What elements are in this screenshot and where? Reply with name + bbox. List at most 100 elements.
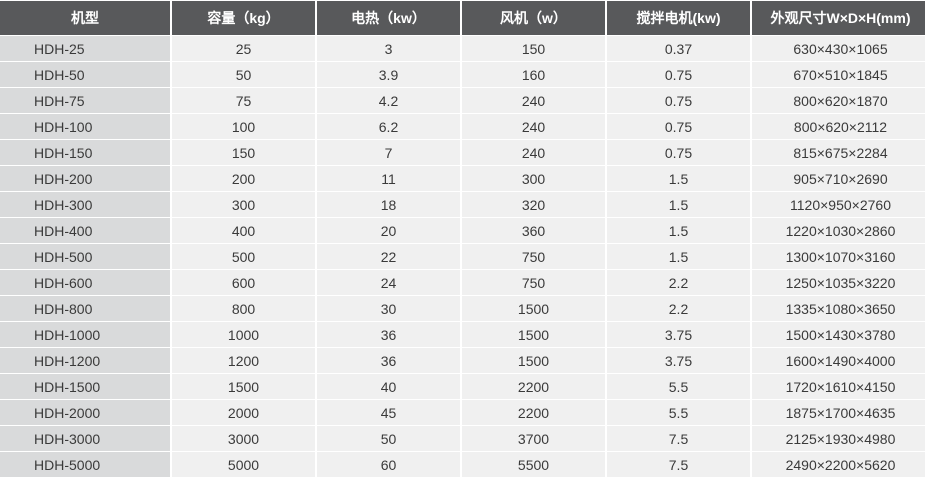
table-cell: 50 [172, 62, 315, 87]
table-cell: 750 [462, 270, 605, 295]
table-cell: 1000 [172, 322, 315, 347]
table-cell: 1500×1430×3780 [752, 322, 925, 347]
table-row: HDH-200 200 11 300 1.5 905×710×2690 [0, 166, 925, 191]
table-cell: 1500 [172, 374, 315, 399]
table-row: HDH-800 800 30 1500 2.2 1335×1080×3650 [0, 296, 925, 321]
model-cell: HDH-500 [0, 244, 170, 269]
table-cell: 24 [317, 270, 460, 295]
table-cell: 1500 [462, 296, 605, 321]
table-row: HDH-100 100 6.2 240 0.75 800×620×2112 [0, 114, 925, 139]
table-cell: 7 [317, 140, 460, 165]
model-cell: HDH-2000 [0, 400, 170, 425]
table-cell: 300 [172, 192, 315, 217]
table-cell: 5.5 [607, 400, 750, 425]
table-cell: 5.5 [607, 374, 750, 399]
table-cell: 3 [317, 36, 460, 61]
model-cell: HDH-75 [0, 88, 170, 113]
table-cell: 7.5 [607, 426, 750, 451]
table-cell: 1.5 [607, 244, 750, 269]
table-cell: 150 [462, 36, 605, 61]
table-cell: 400 [172, 218, 315, 243]
table-cell: 2490×2200×5620 [752, 452, 925, 477]
table-cell: 0.75 [607, 62, 750, 87]
table-cell: 11 [317, 166, 460, 191]
header-cell: 外观尺寸W×D×H(mm) [752, 1, 925, 35]
table-cell: 3.75 [607, 322, 750, 347]
table-cell: 815×675×2284 [752, 140, 925, 165]
table-row: HDH-2000 2000 45 2200 5.5 1875×1700×4635 [0, 400, 925, 425]
table-cell: 2200 [462, 400, 605, 425]
table-body: HDH-25 25 3 150 0.37 630×430×1065 HDH-50 50 3.9 1… [0, 36, 925, 477]
table-cell: 150 [172, 140, 315, 165]
table-cell: 1200 [172, 348, 315, 373]
table-cell: 320 [462, 192, 605, 217]
table-row: HDH-1200 1200 36 1500 3.75 1600×1490×4000 [0, 348, 925, 373]
model-cell: HDH-600 [0, 270, 170, 295]
table-cell: 2.2 [607, 296, 750, 321]
table-cell: 630×430×1065 [752, 36, 925, 61]
model-cell: HDH-1500 [0, 374, 170, 399]
table-cell: 0.37 [607, 36, 750, 61]
table-cell: 1.5 [607, 166, 750, 191]
model-cell: HDH-150 [0, 140, 170, 165]
table-cell: 0.75 [607, 140, 750, 165]
table-cell: 75 [172, 88, 315, 113]
table-cell: 500 [172, 244, 315, 269]
table-row: HDH-50 50 3.9 160 0.75 670×510×1845 [0, 62, 925, 87]
table-cell: 36 [317, 348, 460, 373]
table-cell: 1720×1610×4150 [752, 374, 925, 399]
table-cell: 240 [462, 114, 605, 139]
table-row: HDH-400 400 20 360 1.5 1220×1030×2860 [0, 218, 925, 243]
table-row: HDH-150 150 7 240 0.75 815×675×2284 [0, 140, 925, 165]
table-row: HDH-75 75 4.2 240 0.75 800×620×1870 [0, 88, 925, 113]
table-cell: 40 [317, 374, 460, 399]
table-row: HDH-1500 1500 40 2200 5.5 1720×1610×4150 [0, 374, 925, 399]
header-cell: 机型 [0, 1, 170, 35]
table-cell: 3000 [172, 426, 315, 451]
table-row: HDH-3000 3000 50 3700 7.5 2125×1930×4980 [0, 426, 925, 451]
table-cell: 100 [172, 114, 315, 139]
table-cell: 0.75 [607, 114, 750, 139]
header-row: 机型 容量（kg） 电热（kw） 风机（w） 搅拌电机(kw) 外观尺寸W×D×H(mm) [0, 1, 925, 35]
table-cell: 905×710×2690 [752, 166, 925, 191]
table-cell: 25 [172, 36, 315, 61]
table-cell: 60 [317, 452, 460, 477]
table-cell: 3.75 [607, 348, 750, 373]
table-cell: 36 [317, 322, 460, 347]
table-cell: 1250×1035×3220 [752, 270, 925, 295]
table-cell: 1875×1700×4635 [752, 400, 925, 425]
table-cell: 1335×1080×3650 [752, 296, 925, 321]
table-cell: 4.2 [317, 88, 460, 113]
header-cell: 风机（w） [462, 1, 605, 35]
table-cell: 240 [462, 140, 605, 165]
model-cell: HDH-3000 [0, 426, 170, 451]
table-cell: 45 [317, 400, 460, 425]
table-cell: 3.9 [317, 62, 460, 87]
table-cell: 5500 [462, 452, 605, 477]
table-cell: 3700 [462, 426, 605, 451]
table-cell: 600 [172, 270, 315, 295]
header-cell: 容量（kg） [172, 1, 315, 35]
table-cell: 1300×1070×3160 [752, 244, 925, 269]
table-cell: 7.5 [607, 452, 750, 477]
table-cell: 800 [172, 296, 315, 321]
header-cell: 搅拌电机(kw) [607, 1, 750, 35]
header-cell: 电热（kw） [317, 1, 460, 35]
table-cell: 6.2 [317, 114, 460, 139]
table-cell: 750 [462, 244, 605, 269]
table-row: HDH-600 600 24 750 2.2 1250×1035×3220 [0, 270, 925, 295]
model-cell: HDH-800 [0, 296, 170, 321]
model-cell: HDH-300 [0, 192, 170, 217]
model-cell: HDH-5000 [0, 452, 170, 477]
model-cell: HDH-1200 [0, 348, 170, 373]
table-cell: 2000 [172, 400, 315, 425]
table-cell: 1.5 [607, 192, 750, 217]
model-cell: HDH-100 [0, 114, 170, 139]
table-cell: 300 [462, 166, 605, 191]
table-row: HDH-500 500 22 750 1.5 1300×1070×3160 [0, 244, 925, 269]
table-cell: 5000 [172, 452, 315, 477]
table-cell: 1500 [462, 322, 605, 347]
model-cell: HDH-200 [0, 166, 170, 191]
model-cell: HDH-1000 [0, 322, 170, 347]
table-cell: 2200 [462, 374, 605, 399]
